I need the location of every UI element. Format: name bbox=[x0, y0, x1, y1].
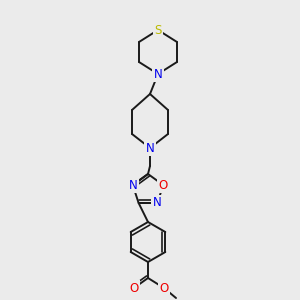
Text: O: O bbox=[159, 178, 168, 192]
Text: N: N bbox=[153, 196, 162, 209]
Text: O: O bbox=[129, 281, 139, 295]
Text: S: S bbox=[154, 23, 162, 37]
Text: N: N bbox=[128, 178, 137, 192]
Text: O: O bbox=[159, 281, 169, 295]
Text: N: N bbox=[146, 142, 154, 154]
Text: N: N bbox=[154, 68, 162, 80]
